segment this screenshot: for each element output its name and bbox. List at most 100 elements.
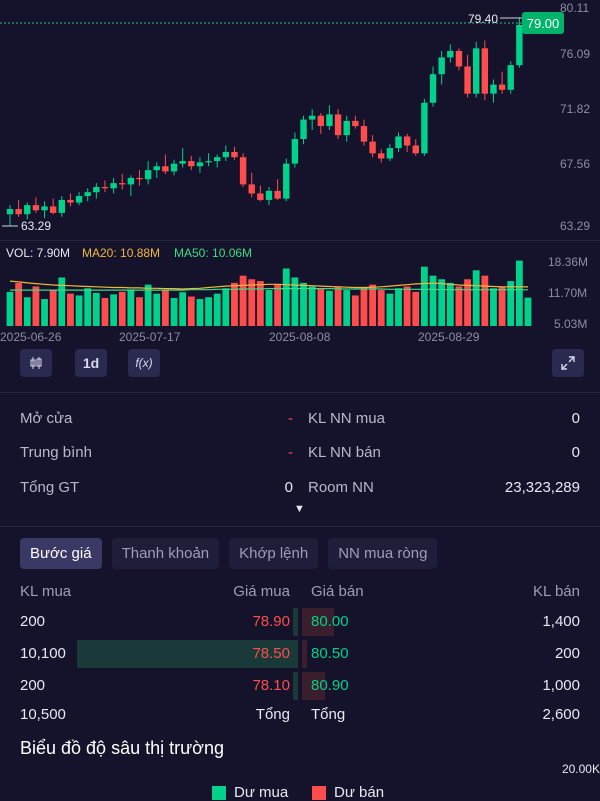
room-value: 23,323,289 [504, 479, 580, 496]
legend-sell-swatch [312, 785, 326, 800]
tab-foreign-net-buy[interactable]: NN mua ròng [328, 538, 438, 569]
volume-bar [23, 297, 31, 326]
candle-body [32, 205, 40, 211]
candle-type-button[interactable] [20, 349, 52, 377]
candle-body [170, 163, 178, 172]
date-tick-3: 2025-08-08 [269, 330, 331, 344]
volume-bar [412, 291, 420, 326]
indicator-button[interactable]: f(x) [128, 349, 160, 377]
candle-body [464, 66, 471, 94]
candle-body [49, 206, 57, 213]
volume-bar [153, 293, 161, 326]
volume-bar [256, 281, 264, 326]
volume-bar [455, 286, 463, 326]
tab-matched-orders[interactable]: Khớp lệnh [229, 538, 319, 569]
interval-button[interactable]: 1d [75, 349, 107, 377]
tab-liquidity[interactable]: Thanh khoản [111, 538, 220, 569]
volume-bar [58, 277, 66, 326]
price-tick-4: 67.56 [560, 157, 590, 171]
volume-bar [213, 293, 221, 326]
candle-body [326, 114, 333, 127]
date-tick-2: 2025-07-17 [119, 330, 181, 344]
expand-icon [561, 356, 575, 370]
volume-chart[interactable]: VOL: 7.90M MA20: 10.88M MA50: 10.06M 18.… [0, 242, 600, 330]
volume-bar [446, 282, 454, 326]
orderbook-tabs: Bước giá Thanh khoản Khớp lệnh NN mua rò… [20, 538, 438, 569]
candlestick-icon [30, 357, 42, 369]
legend-buy: Dư mua [212, 784, 288, 801]
tab-price-step[interactable]: Bước giá [20, 538, 102, 569]
candle-body [153, 166, 160, 171]
date-tick-4: 2025-08-29 [418, 330, 480, 344]
volume-bar [127, 289, 135, 326]
volume-bar [118, 291, 126, 326]
volume-bar [239, 275, 247, 326]
ma20-label: MA20: 10.88M [82, 246, 160, 260]
candle-body [395, 136, 402, 149]
volume-bar [291, 277, 299, 326]
sell-volume-2: 200 [554, 645, 580, 662]
buy-depth-bar [293, 672, 298, 700]
candle-body [516, 24, 523, 66]
buy-price-3[interactable]: 78.10 [252, 677, 290, 694]
candle-body [352, 120, 359, 127]
candle-body [481, 48, 489, 94]
header-sell-price: Giá bán [311, 583, 364, 600]
candle-body [144, 170, 152, 180]
high-label: 79.40 [468, 12, 498, 26]
chart-separator [0, 240, 600, 241]
ma20-line [9, 280, 529, 290]
price-chart[interactable]: 80.11 76.09 71.82 67.56 63.29 79.00 79.4… [0, 0, 600, 240]
total-value: 0 [284, 479, 293, 496]
volume-bar [403, 286, 411, 326]
volume-bar [67, 293, 74, 326]
candle-body [412, 145, 419, 154]
volume-bar [524, 297, 532, 326]
sell-price-2[interactable]: 80.50 [311, 645, 349, 662]
fullscreen-button[interactable] [552, 349, 584, 377]
header-buy-price: Giá mua [233, 583, 290, 600]
buy-volume-1: 200 [20, 613, 46, 630]
volume-bar [464, 279, 471, 326]
last-price-badge: 79.00 [527, 16, 560, 31]
vol-tick-3: 5.03M [554, 317, 587, 330]
price-tick-2: 76.09 [560, 47, 590, 61]
sell-price-1[interactable]: 80.00 [311, 613, 349, 630]
candle-body [334, 114, 342, 136]
volume-bar [75, 295, 83, 326]
volume-bar [308, 286, 316, 326]
total-sell-volume: 2,600 [542, 706, 580, 723]
candle-body [214, 157, 221, 162]
header-sell-volume: KL bán [533, 583, 580, 600]
candle-body [343, 120, 350, 136]
candle-body [308, 115, 316, 120]
volume-bar [515, 260, 523, 326]
candle-body [403, 136, 411, 146]
candle-body [196, 162, 204, 167]
candle-body [248, 184, 255, 194]
candle-body [24, 205, 31, 215]
candle-body [386, 148, 394, 159]
volume-bar [101, 297, 109, 326]
total-buy-volume: 10,500 [20, 706, 66, 723]
candle-body [360, 126, 368, 142]
sell-price-3[interactable]: 80.90 [311, 677, 349, 694]
volume-bar [248, 279, 256, 326]
volume-bar [343, 290, 351, 326]
volume-bar [326, 290, 333, 326]
volume-bar [49, 290, 57, 326]
candle-body [67, 199, 74, 203]
volume-bar [144, 284, 152, 326]
volume-bar [179, 292, 187, 326]
volume-bar [170, 297, 178, 326]
volume-bar [231, 282, 238, 326]
candle-body [239, 157, 247, 185]
buy-price-2[interactable]: 78.50 [252, 645, 290, 662]
candle-body [473, 48, 480, 94]
volume-bar [282, 268, 290, 326]
volume-bar [136, 297, 143, 326]
buy-price-1[interactable]: 78.90 [252, 613, 290, 630]
expand-info-icon[interactable]: ▼ [294, 503, 305, 515]
volume-bar [438, 279, 446, 326]
volume-bar [490, 288, 497, 326]
